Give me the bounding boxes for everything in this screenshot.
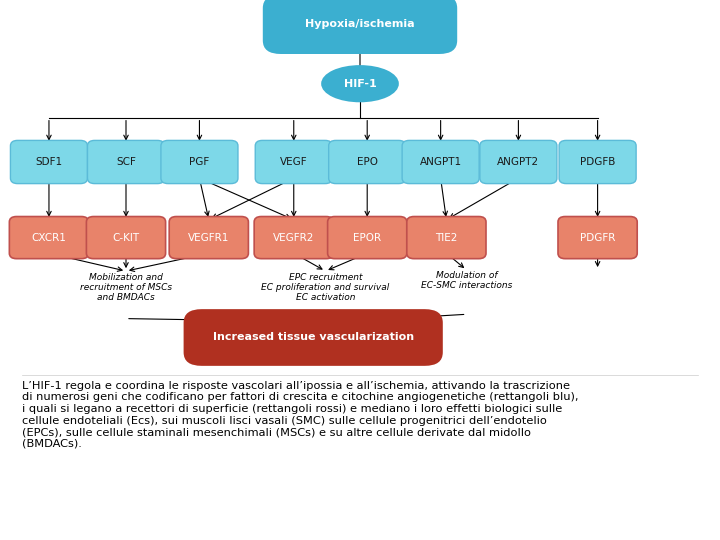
FancyBboxPatch shape <box>254 217 333 259</box>
Text: PDGFB: PDGFB <box>580 157 616 167</box>
FancyBboxPatch shape <box>169 217 248 259</box>
Text: EPO: EPO <box>356 157 378 167</box>
Text: L’HIF-1 regola e coordina le risposte vascolari all’ipossia e all’ischemia, atti: L’HIF-1 regola e coordina le risposte va… <box>22 381 578 449</box>
FancyBboxPatch shape <box>86 217 166 259</box>
Text: CXCR1: CXCR1 <box>32 233 66 242</box>
Text: ANGPT1: ANGPT1 <box>420 157 462 167</box>
Text: Mobilization and
recruitment of MSCs
and BMDACs: Mobilization and recruitment of MSCs and… <box>80 273 172 302</box>
FancyBboxPatch shape <box>328 140 406 184</box>
Text: VEGFR2: VEGFR2 <box>273 233 315 242</box>
FancyBboxPatch shape <box>255 140 332 184</box>
Text: VEGFR1: VEGFR1 <box>188 233 230 242</box>
Text: ANGPT2: ANGPT2 <box>498 157 539 167</box>
FancyBboxPatch shape <box>9 217 89 259</box>
Text: VEGF: VEGF <box>280 157 307 167</box>
Text: PDGFR: PDGFR <box>580 233 616 242</box>
FancyBboxPatch shape <box>559 140 636 184</box>
FancyBboxPatch shape <box>161 140 238 184</box>
Text: SDF1: SDF1 <box>35 157 63 167</box>
FancyBboxPatch shape <box>88 140 165 184</box>
Ellipse shape <box>323 66 397 102</box>
Text: Increased tissue vascularization: Increased tissue vascularization <box>212 333 414 342</box>
FancyBboxPatch shape <box>407 217 486 259</box>
Text: SCF: SCF <box>116 157 136 167</box>
FancyBboxPatch shape <box>558 217 637 259</box>
Text: Hypoxia/ischemia: Hypoxia/ischemia <box>305 19 415 29</box>
Text: Modulation of
EC-SMC interactions: Modulation of EC-SMC interactions <box>421 271 512 290</box>
Text: TIE2: TIE2 <box>435 233 458 242</box>
FancyBboxPatch shape <box>11 140 88 184</box>
FancyBboxPatch shape <box>263 0 457 54</box>
Text: PGF: PGF <box>189 157 210 167</box>
FancyBboxPatch shape <box>402 140 480 184</box>
Text: HIF-1: HIF-1 <box>343 79 377 89</box>
Text: EPOR: EPOR <box>353 233 382 242</box>
Text: C-KIT: C-KIT <box>112 233 140 242</box>
Text: EPC recruitment
EC proliferation and survival
EC activation: EPC recruitment EC proliferation and sur… <box>261 273 390 302</box>
FancyBboxPatch shape <box>480 140 557 184</box>
FancyBboxPatch shape <box>184 309 443 366</box>
FancyBboxPatch shape <box>328 217 407 259</box>
